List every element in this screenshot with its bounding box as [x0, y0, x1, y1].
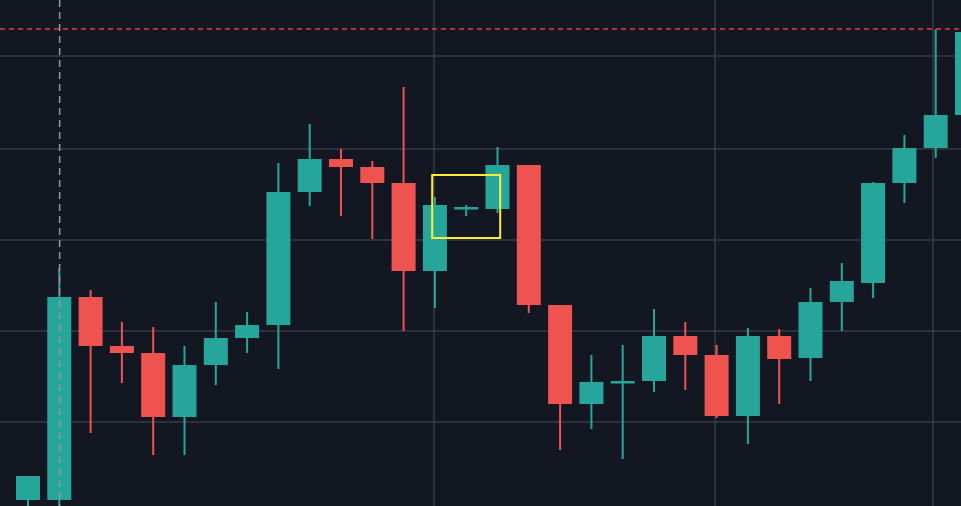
candle-body — [861, 183, 886, 283]
candle-up — [235, 312, 260, 353]
candle-body — [642, 336, 666, 381]
candle-up — [297, 124, 322, 206]
highlight-box — [431, 174, 502, 239]
candle-up — [861, 182, 886, 298]
candle-up — [203, 302, 228, 385]
candle-body — [454, 207, 479, 210]
candle-body — [704, 355, 729, 416]
candle-up — [610, 345, 635, 459]
candle-up — [829, 263, 854, 331]
candle-body — [892, 148, 917, 183]
candle-down — [329, 149, 353, 216]
candle-up — [955, 32, 961, 115]
candle-down — [141, 327, 166, 455]
candle-body — [923, 115, 948, 148]
candle-body — [516, 165, 541, 305]
candle-body — [78, 297, 103, 346]
candle-body — [579, 382, 604, 404]
candle-up — [923, 29, 948, 158]
candle-up — [735, 328, 760, 444]
candle-body — [141, 353, 166, 417]
candle-down — [767, 329, 792, 404]
candle-body — [767, 336, 792, 359]
candle-down — [78, 290, 103, 433]
candle-down — [548, 305, 573, 450]
candle-body — [172, 365, 197, 417]
candle-body — [266, 192, 291, 325]
candle-up — [798, 288, 823, 381]
candle-up — [454, 205, 479, 216]
candle-body — [829, 281, 854, 302]
candle-up — [172, 346, 197, 455]
candle-body — [16, 476, 40, 500]
candle-body — [673, 336, 698, 355]
candle-up — [485, 147, 510, 213]
candle-body — [610, 381, 635, 384]
candle-body — [203, 338, 228, 365]
candle-body — [235, 325, 260, 338]
candle-up — [579, 355, 604, 429]
candle-down — [360, 161, 385, 239]
candle-body — [955, 32, 961, 115]
candle-body — [798, 302, 823, 358]
candle-up — [892, 135, 917, 203]
candle-body — [329, 159, 353, 167]
candle-body — [109, 346, 134, 353]
candle-body — [297, 159, 322, 192]
candle-up — [16, 476, 40, 506]
candle-down — [109, 322, 134, 383]
candle-down — [673, 322, 698, 390]
candle-up — [266, 163, 291, 369]
candle-body — [485, 165, 510, 209]
candle-body — [548, 305, 573, 404]
candle-down — [516, 165, 541, 313]
candle-body — [735, 336, 760, 416]
candle-up — [642, 309, 666, 392]
candles — [16, 29, 961, 506]
candle-down — [704, 345, 729, 418]
candle-down — [391, 87, 416, 331]
candle-body — [391, 183, 416, 271]
candle-up — [422, 197, 447, 308]
candle-body — [360, 167, 385, 183]
